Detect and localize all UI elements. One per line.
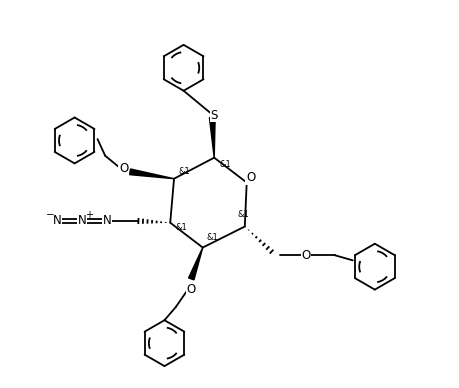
Text: N: N <box>103 214 112 227</box>
Polygon shape <box>209 118 215 158</box>
Polygon shape <box>129 169 174 179</box>
Text: +: + <box>85 210 93 220</box>
Text: &1: &1 <box>219 160 231 169</box>
Text: &1: &1 <box>237 210 249 219</box>
Text: O: O <box>119 162 128 175</box>
Text: −: − <box>46 210 55 220</box>
Text: &1: &1 <box>176 223 188 232</box>
Polygon shape <box>189 248 203 280</box>
Text: O: O <box>246 171 255 184</box>
Text: S: S <box>210 109 218 122</box>
Text: &1: &1 <box>179 167 190 176</box>
Text: O: O <box>187 283 196 296</box>
Text: O: O <box>302 249 311 262</box>
Text: &1: &1 <box>207 234 218 242</box>
Text: N: N <box>53 214 62 227</box>
Text: N: N <box>78 214 87 227</box>
